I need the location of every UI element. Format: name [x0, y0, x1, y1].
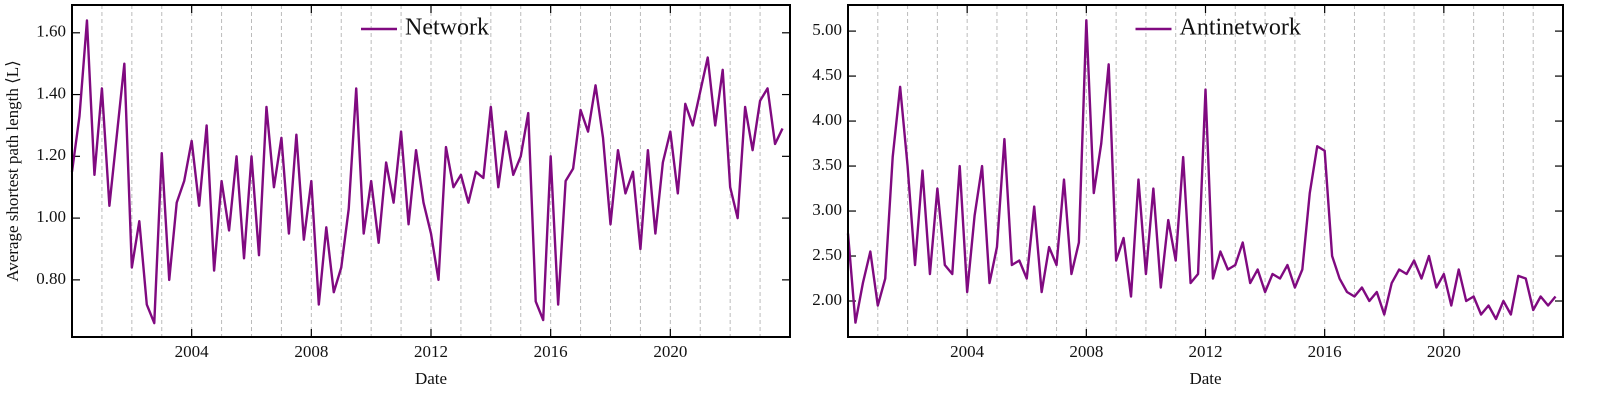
x-tick-label: 2016 [534, 342, 568, 361]
y-tick-label: 2.50 [812, 245, 842, 264]
x-tick-label: 2020 [1427, 342, 1461, 361]
y-tick-label: 3.50 [812, 155, 842, 174]
y-axis-label: Average shortest path length ⟨L⟩ [3, 60, 22, 282]
plot-frame [847, 4, 1564, 338]
x-tick-label: 2004 [175, 342, 210, 361]
x-tick-label: 2008 [1069, 342, 1103, 361]
x-tick-label: 2020 [653, 342, 687, 361]
y-tick-label: 1.00 [36, 207, 66, 226]
x-axis-label: Date [415, 369, 447, 388]
y-tick-label: 1.60 [36, 22, 66, 41]
series-line [70, 19, 784, 325]
y-tick-label: 4.50 [812, 65, 842, 84]
legend-label: Antinetwork [1180, 15, 1301, 41]
plot-frame [71, 4, 791, 338]
x-tick-label: 2012 [414, 342, 448, 361]
y-tick-label: 3.00 [812, 200, 842, 219]
x-tick-label: 2016 [1308, 342, 1342, 361]
y-tick-label: 2.00 [812, 290, 842, 309]
panel: 2004 2008 2012 2016 2020 0.80 1.00 1.20 1.40 1.60… [3, 4, 791, 388]
y-tick-label: 1.20 [36, 145, 66, 164]
y-tick-label: 1.40 [36, 83, 66, 102]
legend-label: Network [405, 15, 489, 41]
y-tick-label: 0.80 [36, 269, 66, 288]
x-tick-label: 2008 [294, 342, 328, 361]
x-axis-label: Date [1189, 369, 1221, 388]
y-tick-label: 4.00 [812, 110, 842, 129]
series-line [846, 19, 1557, 324]
panel: 2004 2008 2012 2016 2020 2.00 2.50 3.00 3.50 4.00… [812, 4, 1564, 388]
y-tick-label: 5.00 [812, 20, 842, 39]
x-tick-label: 2004 [950, 342, 985, 361]
x-tick-label: 2012 [1189, 342, 1223, 361]
